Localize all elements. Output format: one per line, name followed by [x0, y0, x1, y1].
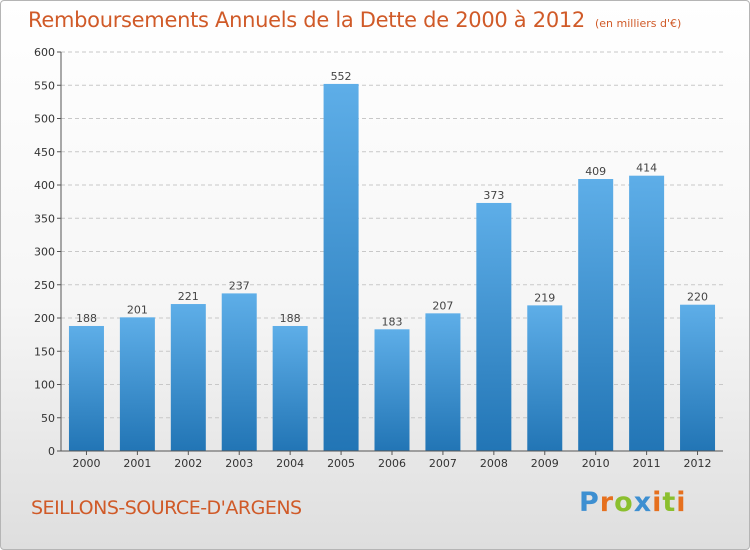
logo-letter: x: [633, 487, 653, 518]
chart-title: Remboursements Annuels de la Dette de 20…: [28, 8, 681, 32]
y-tick-label: 550: [34, 79, 55, 92]
bar: [425, 313, 461, 451]
x-tick-label: 2011: [633, 457, 661, 470]
bar: [578, 179, 614, 451]
chart-unit: (en milliers d'€): [595, 17, 682, 30]
y-tick-label: 500: [34, 113, 55, 126]
x-tick-label: 2006: [378, 457, 406, 470]
x-tick-label: 2008: [480, 457, 508, 470]
y-tick-label: 250: [34, 279, 55, 292]
y-tick-label: 600: [34, 46, 55, 59]
x-tick-label: 2009: [531, 457, 559, 470]
data-label: 221: [178, 290, 199, 303]
data-label: 552: [331, 70, 352, 83]
bar: [119, 317, 155, 451]
data-label: 220: [687, 291, 708, 304]
logo-letter: i: [652, 487, 663, 518]
x-tick-label: 2005: [327, 457, 355, 470]
logo-letter: r: [599, 487, 615, 518]
chart-title-text: Remboursements Annuels de la Dette de 20…: [28, 8, 585, 32]
y-tick-label: 200: [34, 312, 55, 325]
logo-letter: o: [614, 487, 634, 518]
x-tick-label: 2001: [123, 457, 151, 470]
data-label: 207: [432, 299, 453, 312]
x-tick-label: 2003: [225, 457, 253, 470]
y-tick-label: 400: [34, 179, 55, 192]
data-label: 373: [483, 189, 504, 202]
y-tick-label: 0: [48, 445, 55, 458]
bar: [629, 175, 665, 451]
logo-letter: i: [676, 487, 687, 518]
bar: [272, 325, 308, 451]
logo-letter: P: [579, 487, 600, 518]
x-tick-label: 2002: [174, 457, 202, 470]
y-tick-label: 450: [34, 146, 55, 159]
x-tick-label: 2007: [429, 457, 457, 470]
x-tick-label: 2010: [582, 457, 610, 470]
bar: [170, 304, 206, 451]
y-tick-label: 300: [34, 246, 55, 259]
proxiti-logo: Proxiti: [579, 487, 687, 518]
bars: 188 201 221 237 188 552 183 207 373 219 409 414 220: [68, 70, 716, 452]
x-tick-label: 2004: [276, 457, 304, 470]
data-label: 414: [636, 162, 657, 175]
bar: [374, 329, 410, 451]
logo-letter: t: [662, 487, 677, 518]
bar: [476, 202, 512, 451]
x-tick-label: 2000: [72, 457, 100, 470]
axes: 0 50 100 150 200 250 300 350 400 450 500 550 600 2000…: [34, 46, 723, 470]
y-tick-label: 350: [34, 212, 55, 225]
data-label: 188: [280, 312, 301, 325]
y-tick-label: 150: [34, 345, 55, 358]
y-tick-label: 100: [34, 379, 55, 392]
bar: [527, 305, 563, 451]
bar: [68, 325, 104, 451]
data-label: 188: [76, 312, 97, 325]
y-tick-label: 50: [41, 412, 55, 425]
data-label: 201: [127, 303, 148, 316]
bar: [680, 304, 716, 451]
x-tick-label: 2012: [684, 457, 712, 470]
bar: [221, 293, 257, 451]
data-label: 237: [229, 279, 250, 292]
bar: [323, 83, 359, 452]
data-label: 219: [534, 291, 555, 304]
data-label: 183: [382, 315, 403, 328]
data-label: 409: [585, 165, 606, 178]
commune-name: SEILLONS-SOURCE-D'ARGENS: [31, 497, 302, 519]
